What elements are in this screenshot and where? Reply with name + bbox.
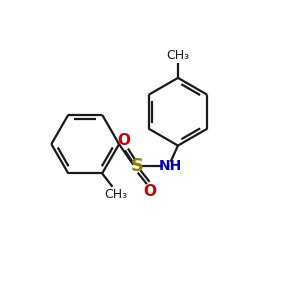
Text: CH₃: CH₃: [104, 188, 127, 200]
Text: CH₃: CH₃: [167, 49, 190, 62]
Text: O: O: [117, 133, 130, 148]
Text: NH: NH: [158, 159, 182, 173]
Text: O: O: [143, 184, 157, 199]
Text: S: S: [130, 157, 143, 175]
